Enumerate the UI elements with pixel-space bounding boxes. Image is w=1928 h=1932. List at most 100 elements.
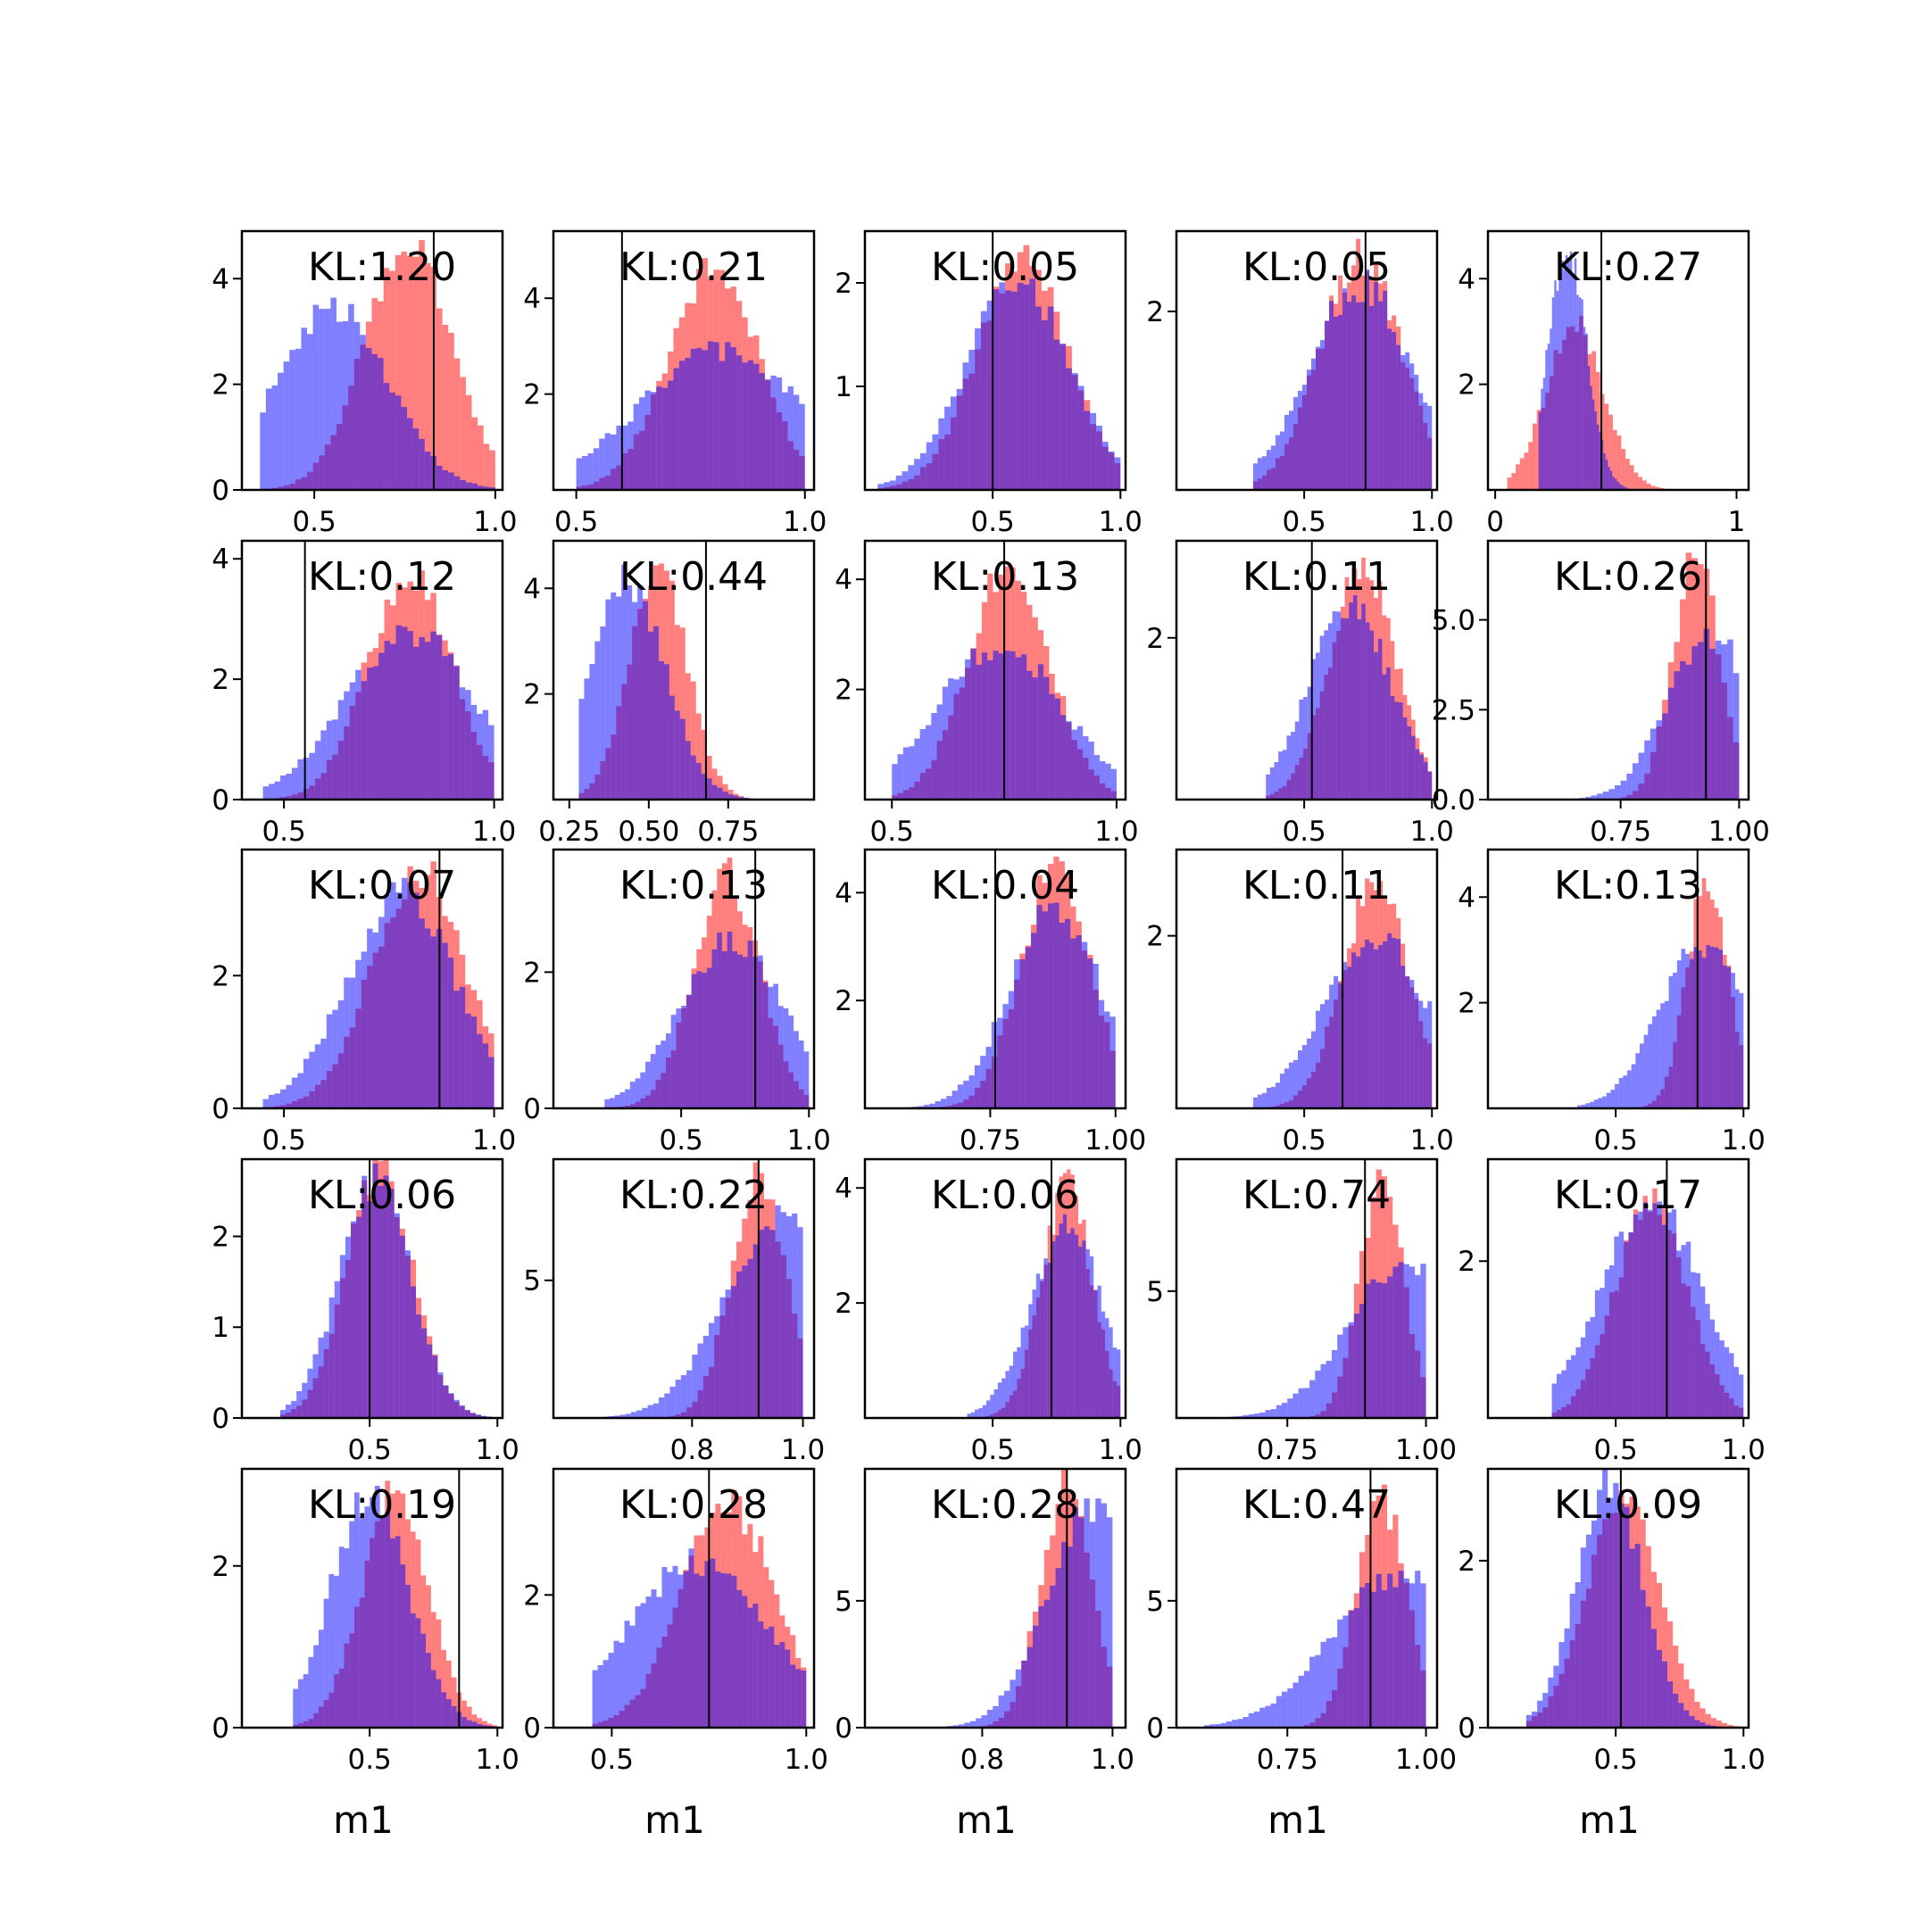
hist-bar [1071,373,1078,490]
hist-bar [985,1400,991,1418]
hist-bar [1326,1638,1332,1728]
hist-bar [465,1013,471,1108]
hist-bar [1291,732,1295,800]
hist-bar [1402,717,1408,800]
hist-bar [1062,1214,1068,1418]
y-tick-label: 4 [523,573,541,605]
hist-bar [1427,771,1433,800]
hist-bar [1627,1070,1632,1108]
hist-bar [1356,302,1361,490]
hist-bar [477,1718,483,1728]
hist-bar [372,932,379,1108]
hist-bar [278,372,284,490]
hist-bar [410,1286,417,1418]
hist-bar [448,1393,454,1418]
hist-bar [1600,1288,1605,1418]
hist-bar [1597,793,1603,800]
hist-bar [1537,1700,1543,1728]
kl-annotation: KL:0.28 [931,1482,1079,1528]
hist-bar [307,334,313,490]
hist-bar [361,951,368,1108]
y-tick-label: 2 [523,1580,541,1612]
hist-bar [1734,989,1740,1108]
hist-bar [1590,386,1592,490]
hist-bar [664,1393,670,1418]
hist-bar [1089,1522,1096,1728]
hist-bar [987,659,993,800]
x-tick-label: 0.75 [1257,1744,1318,1776]
hist-bar [1375,1573,1382,1728]
hist-bar [1089,1256,1094,1418]
x-axis-label: m1 [333,1798,394,1842]
hist-bar [465,394,472,490]
y-tick-label: 2 [212,1551,229,1583]
hist-bar [1709,1319,1716,1418]
hist-bar [471,1714,478,1728]
kl-annotation: KL:0.28 [619,1482,768,1528]
hist-bar [1215,1723,1221,1728]
hist-bar [1602,1469,1608,1728]
hist-bar [477,1723,483,1728]
hist-bar [661,1041,666,1108]
hist-bar [1604,1269,1609,1418]
hist-bar [968,1075,975,1108]
hist-bar [661,1567,668,1728]
hist-bar [1060,715,1067,800]
hist-bar [1076,935,1082,1108]
hist-bar [1013,1351,1018,1418]
hist-bar [1329,984,1334,1108]
hist-bar [1284,414,1289,490]
hist-bar [678,361,686,490]
hist-bar [1093,1289,1098,1418]
x-tick-label: 0.5 [554,506,598,538]
hist-bar [1064,918,1071,1108]
hist-bar [711,784,718,800]
hist-bar [969,1721,976,1728]
hist-bar [1632,763,1639,800]
hist-bar [1666,1212,1672,1418]
hist-bar [355,669,362,800]
hist-bar [685,673,691,800]
y-tick-label: 2 [835,1288,852,1320]
hist-bar [442,656,448,800]
hist-bar [1633,472,1639,490]
subplot-r1-c1: 2 4 0.25 0.50 0.75 KL:0.44 [523,539,816,848]
hist-bar [344,691,350,800]
y-tick-label: 2 [212,369,229,402]
hist-bar [1342,288,1348,490]
hist-bar [695,762,702,800]
y-tick-label: 2 [1458,369,1475,402]
hist-bar [1090,412,1097,490]
hist-bar [1008,991,1015,1108]
hist-bar [1581,1104,1586,1108]
hist-bar [1374,282,1379,490]
hist-bar [1565,254,1568,490]
hist-bar [1014,959,1020,1108]
hist-bar [483,486,490,490]
hist-bar [353,1492,360,1728]
axes-frame [552,539,816,801]
hist-bar [790,1664,796,1728]
y-tick-label: 5 [523,1265,541,1298]
hist-bar [1307,369,1312,490]
hist-bar [378,1185,384,1418]
subplot-r1-c3: 2 0.5 1.0 KL:0.11 [1146,539,1454,848]
y-tick-label: 2 [1458,1546,1475,1578]
hist-bar [1516,464,1520,490]
x-tick-label: 0.5 [1593,1744,1637,1776]
hist-bar [1050,1585,1056,1728]
hist-bar [1342,1327,1349,1418]
hist-bar [1059,923,1065,1108]
hist-bar [303,1058,310,1108]
hist-bar [400,1564,406,1728]
hist-bar [378,916,385,1108]
hist-bar [356,1216,362,1418]
hist-bar [1612,477,1615,490]
hist-bar [482,709,489,800]
hist-bar [1316,1010,1321,1108]
kl-annotation: KL:0.47 [1242,1482,1391,1528]
hist-bar [1286,735,1292,800]
hist-bar [1083,735,1089,800]
hist-bar [430,936,436,1108]
hist-bar [1383,941,1388,1108]
